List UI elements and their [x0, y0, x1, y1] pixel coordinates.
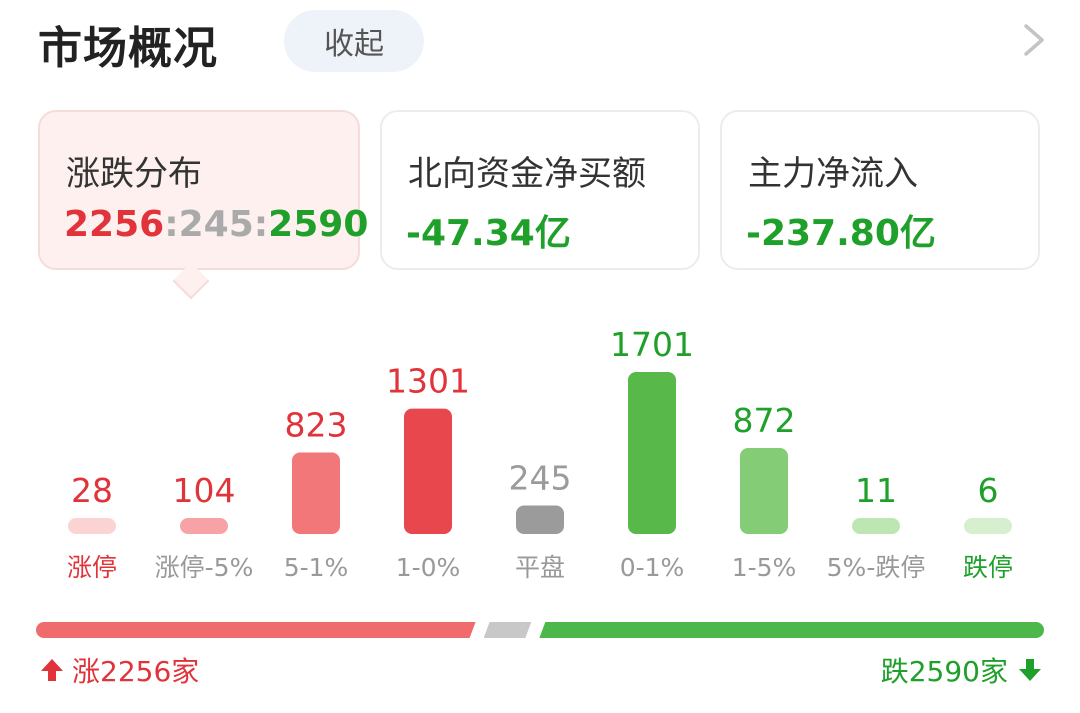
separator: :: [253, 204, 269, 245]
flat-count: 245: [178, 204, 254, 245]
bar-0: [68, 518, 116, 534]
summary-up-bar: [36, 622, 476, 638]
arrow-down-icon: [1019, 659, 1041, 681]
category-label: 涨停: [67, 553, 117, 582]
card-title: 北向资金净买额: [408, 154, 646, 194]
category-label: 跌停: [963, 553, 1013, 582]
down-summary-label: 跌2590家: [880, 655, 1008, 688]
northbound-value: -47.34亿: [406, 213, 571, 254]
category-label: 1-5%: [732, 553, 797, 582]
up-summary: 涨2256家: [38, 650, 199, 690]
bar-value-label: 1301: [386, 362, 470, 401]
collapse-button[interactable]: 收起: [284, 10, 424, 72]
card-main-net-inflow[interactable]: 主力净流入 -237.80亿: [720, 110, 1040, 270]
chevron-right-icon[interactable]: [1016, 20, 1052, 60]
bar-value-label: 1701: [610, 325, 694, 364]
distribution-bar-chart: 28 涨停 104 涨停-5% 823 5-1% 1301 1-0% 245 平盘 1701 0-1%…: [67, 325, 1013, 582]
summary-down-bar: [539, 622, 1044, 638]
down-count: 2590: [268, 204, 369, 245]
card-northbound-net-buy[interactable]: 北向资金净买额 -47.34亿: [380, 110, 700, 270]
separator: :: [164, 204, 179, 245]
bar-6: [740, 448, 788, 534]
rise-fall-ratio: 2256:245:2590: [64, 204, 368, 245]
summary-flat-bar: [484, 622, 532, 638]
card-title: 涨跌分布: [66, 154, 202, 194]
main-inflow-value: -237.80亿: [746, 213, 936, 254]
bar-value-label: 823: [285, 406, 348, 445]
bar-8: [964, 518, 1012, 534]
up-summary-label: 涨2256家: [72, 655, 200, 688]
bar-value-label: 11: [855, 471, 897, 510]
bar-2: [292, 452, 340, 534]
category-label: 0-1%: [620, 553, 685, 582]
category-label: 1-0%: [396, 553, 461, 582]
bar-4: [516, 505, 564, 534]
page-title: 市场概况: [38, 23, 218, 74]
up-count: 2256: [64, 204, 165, 245]
bar-1: [180, 518, 228, 534]
bar-value-label: 104: [173, 471, 236, 510]
down-summary: 跌2590家: [881, 650, 1044, 690]
bar-value-label: 28: [71, 471, 113, 510]
category-label: 平盘: [515, 553, 565, 582]
bar-value-label: 6: [978, 471, 999, 510]
bar-7: [852, 518, 900, 534]
header: 市场概况 收起: [0, 0, 1080, 90]
card-rise-fall-distribution[interactable]: 涨跌分布 2256:245:2590: [38, 110, 368, 270]
category-label: 5-1%: [284, 553, 349, 582]
bar-5: [628, 372, 676, 534]
bar-value-label: 872: [733, 401, 796, 440]
bar-3: [404, 408, 452, 534]
bar-value-label: 245: [509, 459, 572, 498]
card-title: 主力净流入: [748, 154, 918, 194]
arrow-up-icon: [41, 659, 63, 681]
category-label: 涨停-5%: [155, 553, 254, 582]
category-label: 5%-跌停: [827, 553, 926, 582]
